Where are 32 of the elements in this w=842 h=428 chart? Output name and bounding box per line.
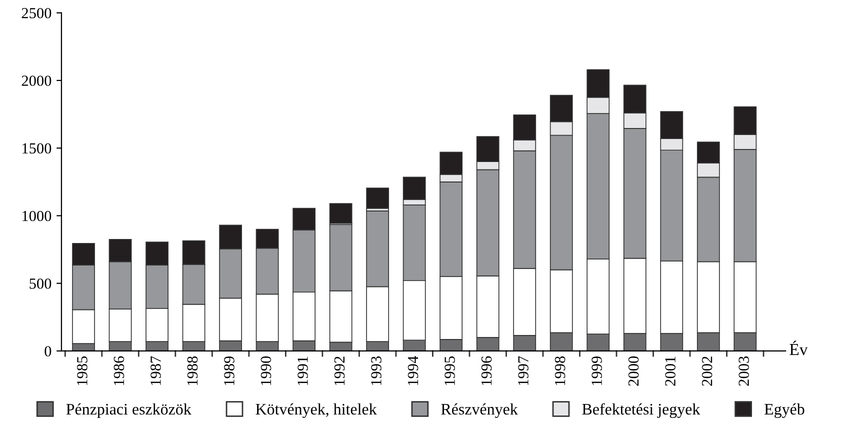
- x-tick-label: 2002: [702, 356, 712, 386]
- x-tick-label: 1995: [444, 356, 455, 386]
- legend-label: Pénzpiaci eszközök: [66, 403, 192, 418]
- legend-label: Befektetési jegyek: [582, 403, 700, 418]
- x-tick-label: 1987: [150, 356, 161, 386]
- x-tick-label: 1997: [518, 356, 528, 386]
- x-tick-label: 2000: [628, 356, 639, 386]
- x-tick-label: 1996: [481, 356, 492, 386]
- x-tick-label: 1991: [298, 356, 308, 386]
- legend-label: Részvények: [441, 403, 518, 418]
- y-tick-label: 1500: [22, 143, 52, 154]
- y-tick-label: 2500: [22, 8, 52, 18]
- y-tick-label: 500: [30, 278, 52, 289]
- legend-label: Egyéb: [764, 403, 804, 418]
- x-axis-title: Év: [790, 340, 808, 356]
- y-tick-label: 2000: [22, 76, 52, 86]
- x-tick-label: 1985: [77, 356, 88, 386]
- bar: [366, 188, 390, 209]
- legend-label: Kötvények, hitelek: [256, 403, 377, 418]
- x-tick-label: 2001: [665, 356, 676, 386]
- x-tick-label: 1992: [334, 356, 345, 386]
- x-tick-label: 1988: [187, 356, 198, 386]
- y-tick-label: 1000: [22, 210, 52, 222]
- x-tick-label: 1998: [554, 356, 566, 386]
- x-tick-label: 1989: [224, 356, 234, 386]
- x-tick-label: 1994: [408, 356, 418, 386]
- x-tick-label: 1990: [260, 356, 272, 386]
- x-tick-label: 1993: [371, 356, 382, 386]
- x-tick-label: 1999: [592, 356, 602, 386]
- x-tick-label: 2003: [738, 356, 749, 386]
- x-tick-label: 1986: [114, 356, 124, 386]
- y-tick-label: 0: [44, 346, 52, 356]
